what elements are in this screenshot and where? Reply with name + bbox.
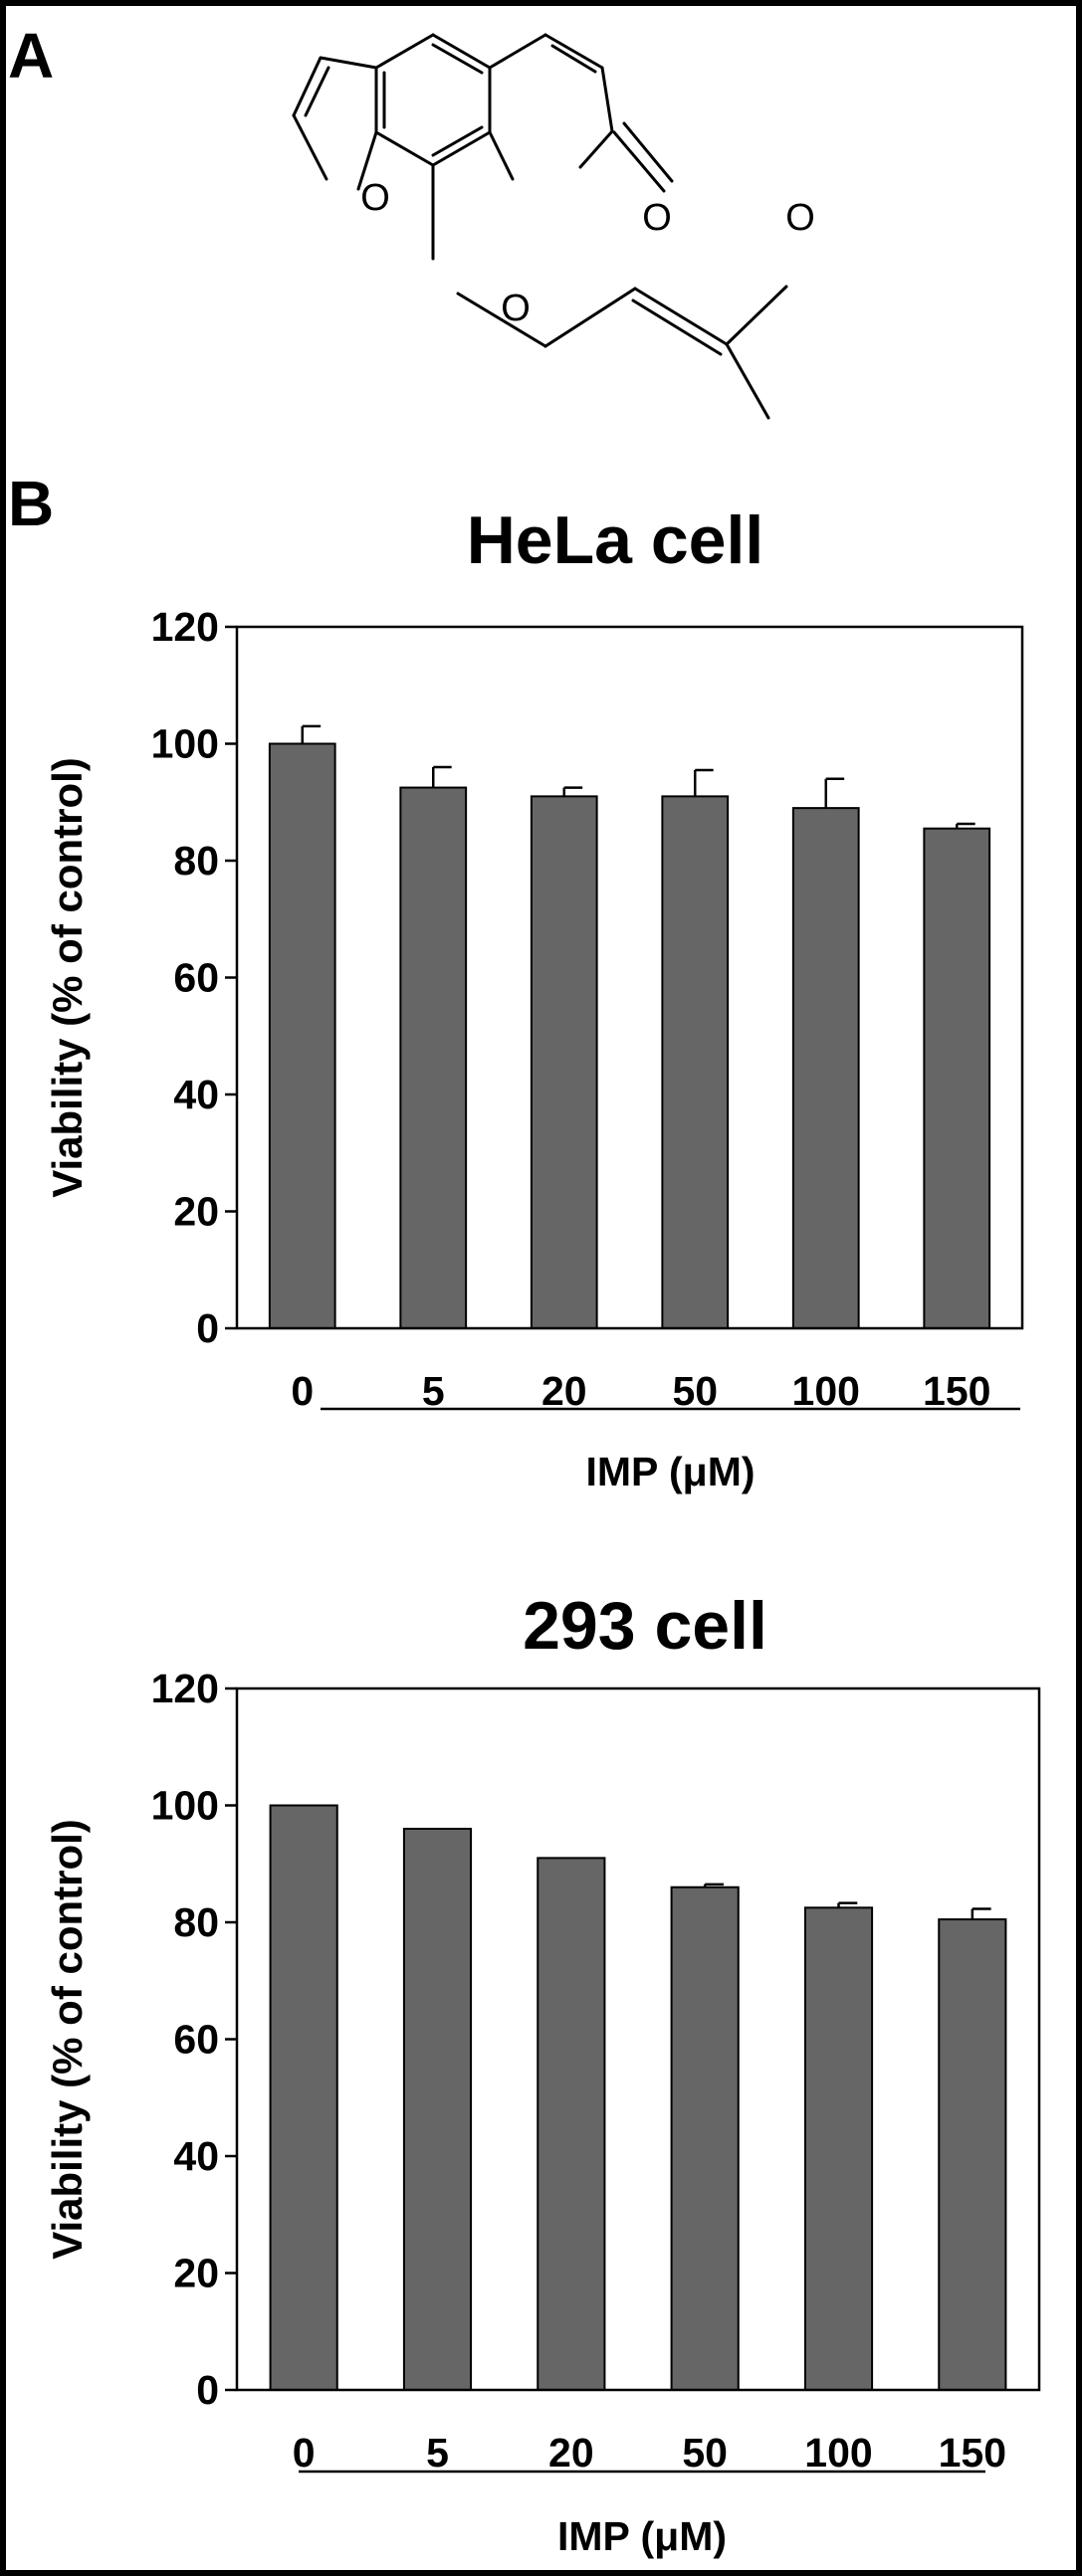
bar [661, 795, 730, 1329]
y-tick-label: 120 [151, 604, 219, 650]
bar [923, 827, 991, 1329]
bar [537, 1857, 606, 2391]
y-tick-label: 60 [173, 2017, 219, 2063]
bar [791, 807, 860, 1329]
bond-double [622, 121, 674, 183]
bar [530, 795, 598, 1329]
y-tick-label: 40 [173, 1072, 219, 1117]
bond-double [304, 66, 330, 117]
y-tick-label: 80 [173, 1899, 219, 1945]
bond [431, 33, 492, 70]
bar [402, 1828, 473, 2391]
bond [292, 113, 328, 181]
bond [319, 56, 378, 70]
y-tick-label: 120 [151, 1666, 219, 1711]
bar [268, 742, 336, 1329]
bond-double [431, 125, 484, 157]
bond [456, 292, 547, 348]
chart-title: 293 cell [523, 1588, 767, 1664]
x-tick-label: 100 [804, 2430, 872, 2476]
chart-title: HeLa cell [467, 502, 764, 578]
chemical-structure [292, 33, 788, 420]
bar [938, 1918, 1007, 2391]
x-tick-label: 150 [939, 2430, 1006, 2476]
bond [633, 287, 729, 346]
y-tick-label: 100 [151, 1783, 219, 1829]
y-tick-label: 40 [173, 2133, 219, 2179]
bond-double [550, 44, 597, 74]
bond-double [431, 43, 484, 75]
oxygen-atom-label: O [360, 177, 390, 219]
y-tick-label: 0 [196, 1305, 219, 1351]
bond [374, 33, 435, 70]
bond [600, 66, 614, 133]
y-tick-label: 20 [173, 2251, 219, 2296]
y-tick-label: 0 [196, 2367, 219, 2413]
y-tick-label: 60 [173, 955, 219, 1001]
y-axis-label: Viability (% of control) [44, 757, 91, 1198]
bond [356, 130, 378, 191]
x-axis-label: IMP (μM) [557, 2513, 727, 2559]
bar [269, 1804, 338, 2391]
bond [488, 130, 515, 181]
bond [488, 33, 547, 70]
oxygen-atom-label: O [785, 197, 815, 239]
y-axis-label: Viability (% of control) [44, 1819, 91, 2260]
x-tick-label: 20 [541, 1368, 587, 1414]
y-tick-label: 100 [151, 721, 219, 767]
x-axis-label: IMP (μM) [585, 1449, 755, 1494]
bond [543, 33, 604, 70]
y-tick-label: 20 [173, 1189, 219, 1235]
oxygen-atom-label: O [501, 288, 531, 329]
bond [725, 342, 770, 420]
bond-double [612, 130, 666, 193]
x-tick-label: 5 [426, 2430, 449, 2476]
bond [431, 130, 492, 167]
x-tick-label: 0 [293, 2430, 316, 2476]
bond [543, 287, 637, 348]
x-tick-label: 100 [792, 1368, 860, 1414]
bar [399, 786, 468, 1329]
x-tick-label: 5 [422, 1368, 445, 1414]
y-tick-label: 80 [173, 838, 219, 884]
bond [292, 56, 323, 117]
x-tick-label: 150 [923, 1368, 990, 1414]
bond [374, 130, 435, 167]
bond [725, 285, 788, 346]
panel-b-letter: B [8, 468, 54, 539]
oxygen-atom-label: O [642, 197, 672, 239]
x-tick-label: 20 [548, 2430, 594, 2476]
x-tick-label: 50 [682, 2430, 728, 2476]
293-chart: 293 cell 0 5 20 50 100 150 0 20 40 60 80 100 120 Viabi… [44, 1588, 1041, 2559]
bond-double [631, 298, 723, 356]
bond [578, 129, 614, 169]
x-tick-label: 50 [672, 1368, 718, 1414]
bar [670, 1885, 740, 2391]
panel-a-letter: A [8, 20, 54, 92]
hela-chart: HeLa cell 0 5 20 50 100 150 0 20 40 60 80 100 120 Viab… [44, 502, 1024, 1494]
bar [803, 1906, 874, 2391]
x-tick-label: 0 [291, 1368, 314, 1414]
